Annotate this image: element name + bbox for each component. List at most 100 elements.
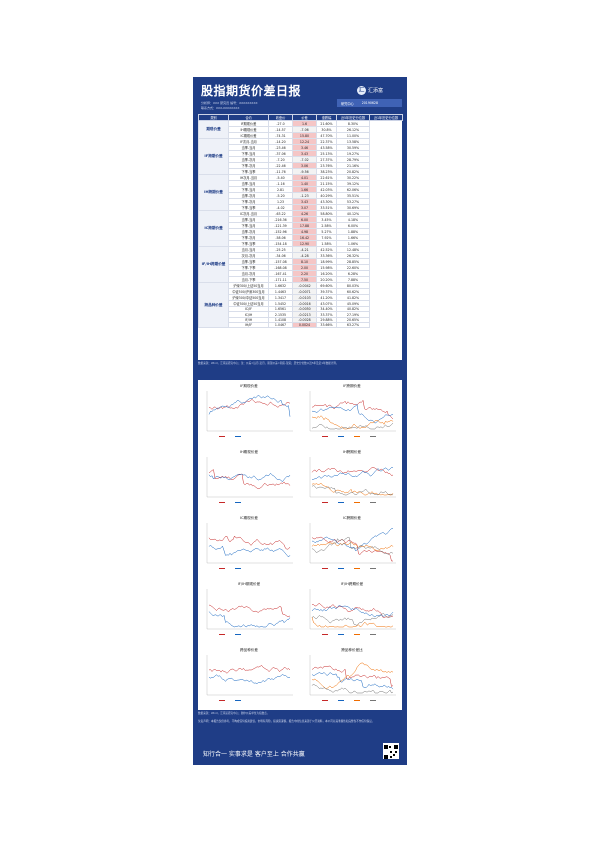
legend-swatch (370, 436, 376, 437)
chart-title: 跨品种价差比 (341, 648, 363, 652)
table-cell: 33.66% (316, 321, 337, 329)
chart-title: 跨品种价差 (240, 648, 258, 652)
series-line (311, 613, 394, 626)
legend-swatch (354, 700, 360, 701)
report-title: 股指期货价差日报 (201, 84, 302, 98)
legend-swatch (235, 700, 241, 701)
legend-swatch (370, 568, 376, 569)
chart-title: IF/IH期现价差 (237, 582, 261, 586)
spread-chart: IH期现价差 (199, 447, 299, 510)
table-cell: IH/IF (228, 321, 269, 329)
legend-swatch (370, 502, 376, 503)
series-line (208, 399, 291, 410)
column-header: 近1年历史分位数 (369, 114, 403, 121)
legend-swatch (338, 502, 344, 503)
series-line (208, 472, 291, 482)
spread-chart: IF跨期价差 (302, 381, 402, 444)
report-tag: 研究中心 (341, 101, 354, 106)
logo-text: 汇添富 (368, 87, 384, 94)
table-header-row: 类别 合约 收盘价 价差 涨跌幅 近5年历史分位数 近1年历史分位数 (198, 114, 403, 121)
table-note: 数据来源：Wind，汇添富研究中心；注：价差=远月-近月，期现价差=期货-现货；… (198, 362, 339, 365)
company-logo: 汇 汇添富 (357, 84, 399, 96)
series-line (311, 616, 394, 628)
chart-plot (309, 655, 396, 701)
series-line (311, 683, 394, 694)
chart-plot (206, 457, 293, 503)
chart-plot (309, 523, 396, 569)
legend-swatch (219, 700, 225, 701)
group-label: IC跨期价差 (198, 210, 229, 247)
series-line (208, 604, 291, 618)
series-line (208, 394, 291, 417)
legend-swatch (322, 634, 328, 635)
table-cell: 沪深300/上证50当月 (228, 282, 269, 289)
table-cell: 中证500/上证50当月 (228, 300, 269, 307)
series-line (311, 662, 394, 689)
table-row: 当季-次月 -152.96 4.98 5.27% 1.88% (199, 228, 403, 235)
spread-chart: IF/IH跨期价差 (302, 579, 402, 642)
spread-chart: IC期现价差 (199, 513, 299, 576)
chart-title: IF期现价差 (240, 384, 258, 388)
spread-table: 类别 合约 收盘价 价差 涨跌幅 近5年历史分位数 近1年历史分位数 期现价差 IF期现价差 -… (198, 114, 403, 329)
legend-swatch (322, 700, 328, 701)
spread-chart: IC跨期价差 (302, 513, 402, 576)
legend-swatch (235, 568, 241, 569)
legend-swatch (322, 568, 328, 569)
date-bar: 研究中心 20190628 (337, 99, 402, 107)
analyst-line: 分析师：XXX 研究员 编号：XXXXXXXXX (201, 101, 258, 105)
table-cell: 0.0024 (292, 321, 317, 329)
series-line (311, 536, 394, 556)
series-line (208, 664, 291, 674)
series-line (311, 399, 394, 420)
table-body: 期现价差 IF期现价差 -27.0 1.6 21.60% 8.30% IH期现价差 -14.5… (198, 120, 403, 329)
legend-swatch (370, 634, 376, 635)
legend-swatch (338, 634, 344, 635)
table-row: IC跨期价差 IC次月-当月 -63.22 4.26 58.80% 40.12% (198, 210, 403, 247)
slogan: 知行合一 实事求是 客户至上 合作共赢 (203, 751, 305, 758)
table-cell: 沪深300/中证500当月 (228, 294, 269, 301)
table-cell: 中证500/沪深300当月 (228, 288, 269, 295)
table-cell: 63.27% (336, 321, 370, 329)
chart-plot (309, 391, 396, 437)
table-row: 次月-次月 -34.06 -4.28 33.36% 26.32% (199, 252, 403, 259)
series-line (311, 542, 394, 551)
group-label: 期现价差 (198, 120, 229, 139)
table-row: IC/IH 2.1535 -0.0213 33.37% 27.19% (199, 311, 403, 318)
legend-swatch (219, 502, 225, 503)
legend-swatch (322, 436, 328, 437)
chart-title: IH跨期价差 (342, 450, 362, 454)
logo-icon: 汇 (357, 85, 366, 95)
series-line (311, 403, 394, 424)
series-line (208, 674, 291, 685)
table-row: IF跨期价差 IF次月-当月 -14.20 12.24 22.37% 13.58% (198, 138, 403, 175)
chart-plot (206, 655, 293, 701)
series-line (208, 544, 291, 558)
legend-swatch (370, 700, 376, 701)
legend-swatch (354, 436, 360, 437)
legend-swatch (322, 502, 328, 503)
legend-swatch (219, 634, 225, 635)
chart-plot (309, 457, 396, 503)
series-line (311, 484, 394, 496)
column-header: 近5年历史分位数 (336, 114, 370, 121)
chart-title: IF跨期价差 (343, 384, 361, 388)
legend-swatch (354, 502, 360, 503)
table-row: 下季-次月 1.23 3.43 43.30% 53.27% (199, 198, 403, 205)
chart-title: IF/IH跨期价差 (340, 582, 364, 586)
chart-plot (309, 589, 396, 635)
legend-swatch (219, 436, 225, 437)
group-label: IF跨期价差 (198, 138, 229, 175)
chart-plot (206, 523, 293, 569)
series-line (311, 528, 394, 552)
series-line (311, 422, 394, 430)
table-row: IH/IF 1.0467 0.0024 33.66% 63.27% (199, 321, 403, 329)
legend-swatch (235, 502, 241, 503)
series-line (311, 605, 394, 618)
report-header: 股指期货价差日报 汇 汇添富 分析师：XXX 研究员 编号：XXXXXXXXX … (193, 77, 407, 111)
series-line (311, 603, 394, 619)
chart-grid: IF期现价差 IF跨期价差 IH期现价差 IH跨期价差 IC期现价差 IC跨期价差 IF/I… (198, 380, 402, 710)
spread-chart: IH跨期价差 (302, 447, 402, 510)
legend-swatch (338, 700, 344, 701)
chart-note: 数据来源：Wind，汇添富研究中心；图中价差单位为指数点。 (198, 712, 270, 715)
table-row: 下季-当季 -11.76 -9.56 38.23% 20.82% (199, 168, 403, 175)
